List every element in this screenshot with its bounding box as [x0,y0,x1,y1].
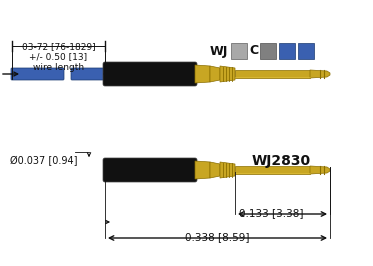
Bar [298,43,314,59]
FancyBboxPatch shape [11,68,64,80]
Text: WJ: WJ [210,44,228,57]
Polygon shape [210,162,220,178]
Text: C: C [249,44,258,57]
Polygon shape [210,66,220,82]
Text: Ø0.037 [0.94]: Ø0.037 [0.94] [10,156,78,166]
Bar [231,43,247,59]
FancyBboxPatch shape [103,62,197,86]
Text: 0.338 [8.59]: 0.338 [8.59] [185,232,250,242]
Polygon shape [310,70,330,78]
Polygon shape [195,161,210,179]
FancyBboxPatch shape [103,158,197,182]
Text: 03-72 [76-1829]
+/- 0.50 [13]
wire length: 03-72 [76-1829] +/- 0.50 [13] wire lengt… [22,42,95,72]
Polygon shape [220,66,235,82]
FancyBboxPatch shape [71,68,106,80]
Bar [235,166,310,174]
Bar [235,70,310,78]
Bar [260,43,276,59]
Text: 0.133 [3.38]: 0.133 [3.38] [239,208,304,218]
Text: WJ2830: WJ2830 [252,154,311,168]
Polygon shape [310,166,330,174]
Polygon shape [220,162,235,178]
Bar [279,43,295,59]
Polygon shape [195,65,210,83]
